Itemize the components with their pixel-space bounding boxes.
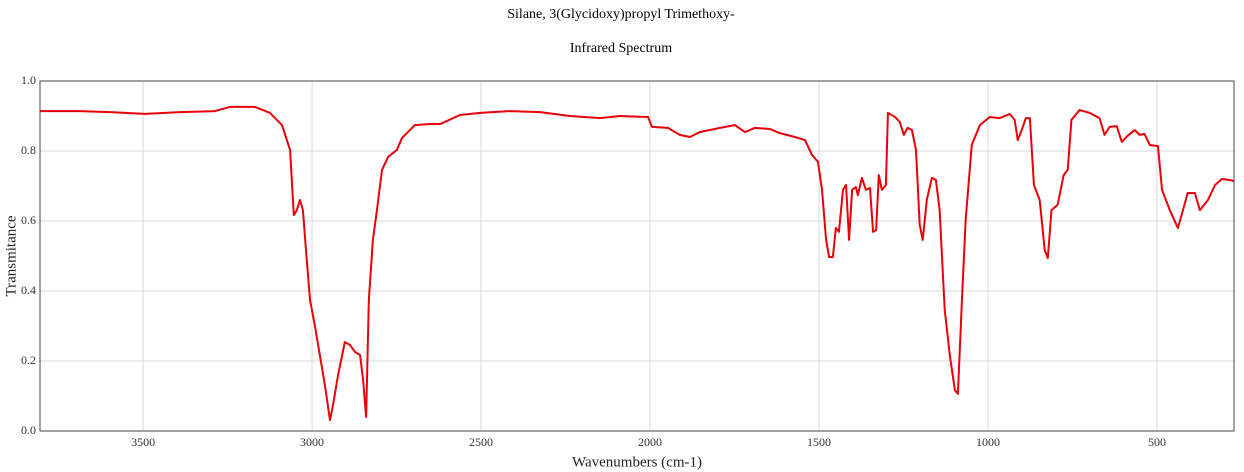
y-tick-label: 0.0 [21, 423, 36, 437]
chart-title: Silane, 3(Glycidoxy)propyl Trimethoxy- [507, 7, 735, 22]
spectrum-line [40, 105, 1235, 422]
y-axis-title: Transmitance [3, 215, 19, 296]
y-tick-label: 0.6 [21, 213, 36, 227]
grid [40, 80, 1234, 432]
x-tick-label: 1500 [807, 435, 831, 449]
x-tick-label: 3500 [131, 435, 155, 449]
x-tick-label: 500 [1148, 435, 1166, 449]
x-axis-title: Wavenumbers (cm-1) [572, 454, 702, 470]
plot [40, 105, 1235, 422]
y-tick-label: 1.0 [21, 73, 36, 87]
plot-frame [39, 80, 1235, 432]
x-tick-label: 2500 [469, 435, 493, 449]
x-tick-label: 3000 [300, 435, 324, 449]
y-tick-label: 0.8 [21, 143, 36, 157]
x-tick-label: 1000 [976, 435, 1000, 449]
chart-subtitle: Infrared Spectrum [570, 41, 672, 56]
x-tick-label: 2000 [638, 435, 662, 449]
y-tick-label: 0.2 [21, 353, 36, 367]
y-tick-label: 0.4 [21, 283, 36, 297]
